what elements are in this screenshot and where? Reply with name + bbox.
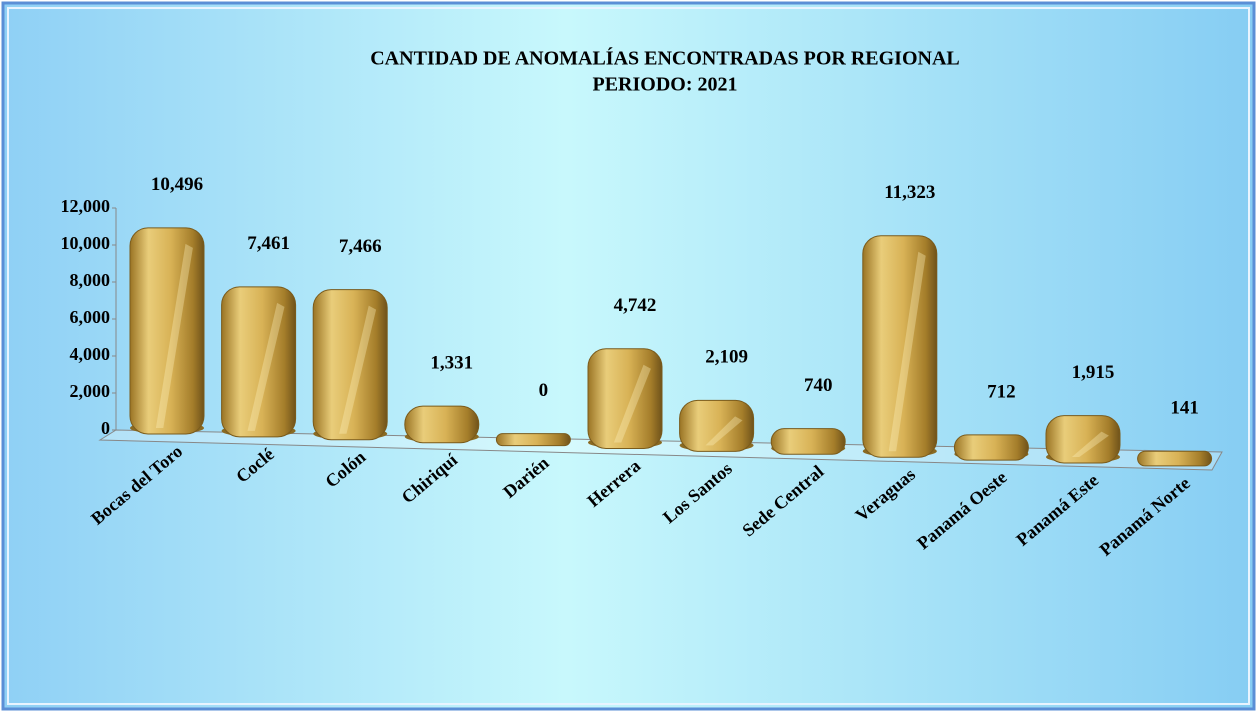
y-tick-label: 2,000	[70, 381, 111, 401]
bar	[953, 434, 1029, 461]
chart-title: CANTIDAD DE ANOMALÍAS ENCONTRADAS POR RE…	[370, 47, 960, 70]
floor	[98, 429, 1223, 471]
bar-highlight	[705, 416, 743, 446]
bar-highlight	[888, 251, 926, 452]
bar	[312, 289, 388, 441]
value-label: 740	[804, 375, 833, 396]
bar-highlight	[247, 302, 285, 431]
y-tick-label: 12,000	[61, 196, 111, 216]
value-label: 1,331	[430, 352, 473, 373]
bar	[1045, 415, 1121, 464]
value-label: 7,461	[247, 233, 290, 254]
bar-highlight	[613, 364, 651, 443]
y-tick-label: 0	[101, 418, 110, 438]
y-tick-label: 8,000	[70, 270, 111, 290]
bar-highlight	[1071, 431, 1109, 457]
bar	[770, 428, 846, 455]
bar	[679, 399, 755, 452]
value-label: 1,915	[1072, 362, 1115, 383]
bar	[587, 348, 663, 450]
y-tick-label: 10,000	[61, 233, 111, 253]
value-label: 11,323	[884, 182, 935, 203]
value-label: 2,109	[705, 347, 748, 368]
value-label: 7,466	[339, 236, 382, 257]
bar-highlight	[339, 305, 377, 434]
bar	[404, 405, 480, 444]
frame	[7, 7, 1250, 705]
bar	[221, 286, 297, 438]
y-tick-label: 4,000	[70, 344, 111, 364]
bar-highlight	[155, 243, 193, 428]
value-label: 141	[1170, 398, 1199, 419]
bar	[495, 433, 571, 447]
bar	[1137, 450, 1213, 467]
value-label: 4,742	[614, 295, 657, 316]
value-label: 712	[987, 381, 1016, 402]
value-label: 0	[539, 380, 549, 401]
y-tick-label: 6,000	[70, 307, 111, 327]
bar	[862, 235, 938, 458]
value-label: 10,496	[151, 174, 203, 195]
bar	[129, 227, 205, 435]
chart-subtitle: PERIODO: 2021	[593, 74, 738, 96]
